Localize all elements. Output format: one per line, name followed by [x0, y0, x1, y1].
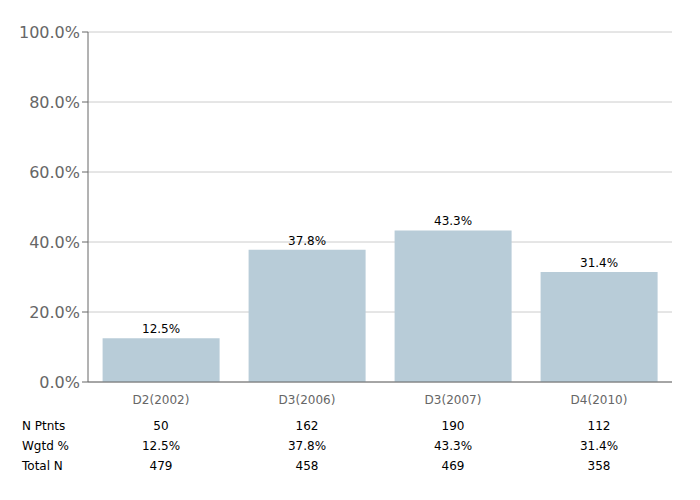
svg-text:50: 50: [153, 419, 168, 433]
svg-text:12.5%: 12.5%: [142, 322, 180, 336]
svg-text:40.0%: 40.0%: [29, 233, 80, 252]
svg-text:0.0%: 0.0%: [39, 373, 80, 392]
svg-text:D3(2006): D3(2006): [279, 393, 336, 407]
svg-text:Wgtd %: Wgtd %: [22, 439, 69, 453]
svg-text:N Ptnts: N Ptnts: [22, 419, 65, 433]
svg-text:80.0%: 80.0%: [29, 93, 80, 112]
svg-text:60.0%: 60.0%: [29, 163, 80, 182]
svg-text:358: 358: [588, 459, 611, 473]
svg-text:100.0%: 100.0%: [19, 23, 80, 42]
svg-text:469: 469: [442, 459, 465, 473]
svg-text:20.0%: 20.0%: [29, 303, 80, 322]
svg-text:D4(2010): D4(2010): [571, 393, 628, 407]
svg-text:37.8%: 37.8%: [288, 234, 326, 248]
svg-text:43.3%: 43.3%: [434, 214, 472, 228]
svg-text:458: 458: [296, 459, 319, 473]
svg-text:479: 479: [150, 459, 173, 473]
svg-text:31.4%: 31.4%: [580, 256, 618, 270]
svg-text:Total N: Total N: [21, 459, 63, 473]
svg-text:43.3%: 43.3%: [434, 439, 472, 453]
svg-text:162: 162: [296, 419, 319, 433]
svg-text:190: 190: [442, 419, 465, 433]
svg-text:31.4%: 31.4%: [580, 439, 618, 453]
svg-text:D3(2007): D3(2007): [425, 393, 482, 407]
svg-text:112: 112: [588, 419, 611, 433]
svg-text:37.8%: 37.8%: [288, 439, 326, 453]
svg-text:D2(2002): D2(2002): [133, 393, 190, 407]
svg-text:12.5%: 12.5%: [142, 439, 180, 453]
